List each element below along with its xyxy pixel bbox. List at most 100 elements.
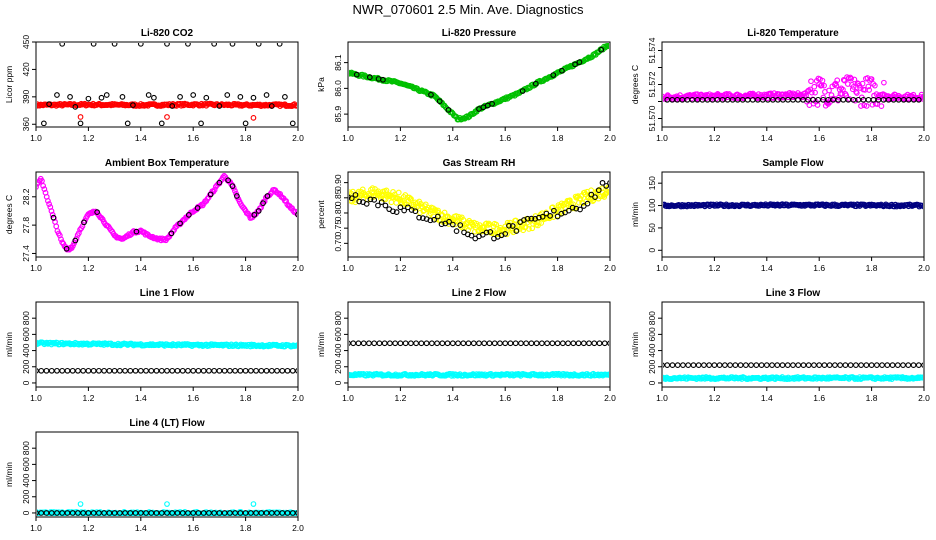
data-point <box>232 510 238 516</box>
data-point <box>168 230 175 237</box>
data-point <box>237 93 244 100</box>
y-tick-label: 800 <box>21 441 31 455</box>
data-point <box>127 510 134 516</box>
data-point <box>295 368 297 374</box>
panel-title: Line 2 Flow <box>452 288 507 299</box>
data-point <box>352 199 359 206</box>
data-point <box>85 95 92 102</box>
panel-8: Line 3 Flow 1.0 1.2 1.4 1.6 1.8 2.0 0 200 400 600 8… <box>630 288 930 403</box>
x-tick-label: 1.2 <box>708 133 720 143</box>
data-point <box>350 340 357 347</box>
data-point <box>774 362 781 368</box>
series-reference <box>37 367 297 374</box>
data-point <box>811 362 817 368</box>
data-point <box>866 87 872 93</box>
x-tick-label: 1.0 <box>342 263 354 273</box>
data-point <box>242 367 249 374</box>
data-point <box>46 101 52 108</box>
panel-0: Li-820 CO2 1.0 1.2 1.4 1.6 1.8 2.0 360 390 420 450… <box>4 28 304 143</box>
data-point <box>48 510 55 516</box>
data-point <box>532 80 539 87</box>
data-point <box>211 186 218 193</box>
plot-area <box>663 201 923 210</box>
data-point <box>151 94 157 101</box>
data-point <box>414 200 421 206</box>
data-point <box>206 510 212 516</box>
y-tick-label: 400 <box>21 473 31 487</box>
data-point <box>427 217 434 224</box>
data-point <box>258 367 265 374</box>
x-tick-label: 1.2 <box>708 263 720 273</box>
y-tick-label: 600 <box>333 327 343 341</box>
data-point <box>453 228 460 234</box>
panel-title: Ambient Box Temperature <box>105 158 230 169</box>
y-tick-label: 0.70 <box>333 235 343 252</box>
y-axis-label: ml/min <box>4 462 14 487</box>
data-point <box>485 220 492 227</box>
data-point <box>551 207 557 214</box>
data-point <box>805 362 812 368</box>
data-point <box>274 510 280 516</box>
data-point <box>185 367 191 374</box>
plot-frame <box>661 301 925 388</box>
data-point <box>148 510 155 516</box>
data-point <box>428 91 434 98</box>
data-point <box>865 96 872 103</box>
data-point <box>826 87 832 94</box>
data-point <box>353 71 360 78</box>
plot-area <box>37 339 297 374</box>
data-point <box>431 216 437 223</box>
x-tick-label: 1.4 <box>447 393 459 403</box>
data-point <box>494 226 500 232</box>
data-point <box>457 222 464 228</box>
data-point <box>843 92 850 99</box>
data-point <box>795 362 802 368</box>
data-point <box>195 510 202 516</box>
data-point <box>380 76 386 83</box>
y-tick-label: 400 <box>333 343 343 357</box>
data-point <box>607 43 609 48</box>
data-point <box>915 96 922 103</box>
plot-frame <box>35 301 299 388</box>
data-point <box>706 362 713 368</box>
data-point <box>242 510 249 516</box>
data-point <box>376 340 383 347</box>
data-point <box>468 232 475 239</box>
panel-9: Line 4 (LT) Flow 1.0 1.2 1.4 1.6 1.8 2.0 0 200 40… <box>4 418 304 533</box>
data-point <box>190 92 197 98</box>
y-tick-label: 800 <box>21 311 31 325</box>
y-tick-label: 450 <box>21 35 31 49</box>
data-point <box>711 362 718 368</box>
data-point <box>250 501 257 507</box>
y-tick-label: 86.0 <box>333 80 343 97</box>
data-point <box>526 226 532 232</box>
y-tick-label: 200 <box>647 359 657 373</box>
panel-title: Li-820 Pressure <box>442 28 517 39</box>
data-point <box>921 203 923 210</box>
x-tick-label: 2.0 <box>604 263 616 273</box>
series-reference <box>349 340 609 347</box>
panel-6: Line 1 Flow 1.0 1.2 1.4 1.6 1.8 2.0 0 200 400 600 8… <box>4 288 304 403</box>
data-point <box>553 370 560 377</box>
data-point <box>603 183 609 189</box>
data-point <box>800 362 807 368</box>
x-tick-label: 1.8 <box>240 523 252 533</box>
data-point <box>565 340 571 347</box>
data-point <box>37 510 39 516</box>
data-point <box>727 362 733 368</box>
data-point <box>868 362 875 368</box>
data-point <box>539 213 546 220</box>
data-point <box>164 114 170 120</box>
data-point <box>237 510 244 516</box>
data-point <box>216 367 223 374</box>
data-point <box>190 510 197 516</box>
x-tick-label: 1.0 <box>656 133 668 143</box>
data-point <box>423 340 430 347</box>
data-point <box>758 362 765 368</box>
data-point <box>366 340 372 347</box>
data-point <box>137 367 144 374</box>
x-tick-label: 1.8 <box>866 133 878 143</box>
data-point <box>503 94 510 101</box>
data-point <box>72 237 79 244</box>
